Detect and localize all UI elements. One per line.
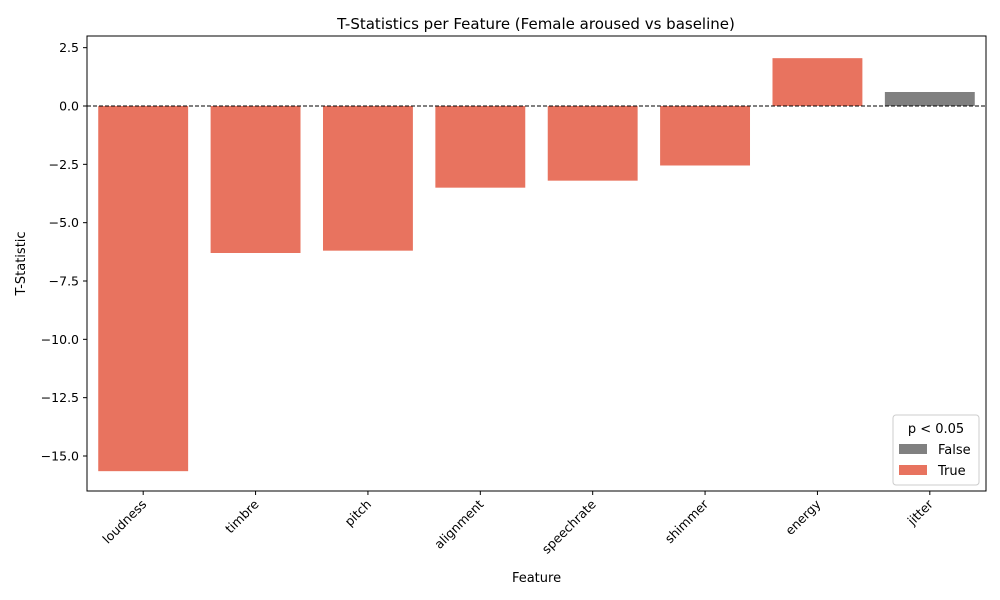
bar-alignment xyxy=(435,106,526,188)
x-tick-label: speechrate xyxy=(539,496,599,556)
legend-label-true: True xyxy=(937,464,966,479)
x-tick-label: timbre xyxy=(222,496,262,536)
x-tick-label: shimmer xyxy=(662,496,712,546)
y-tick-label: −12.5 xyxy=(41,390,79,405)
legend-title: p < 0.05 xyxy=(908,422,964,437)
x-tick-label: pitch xyxy=(341,497,374,530)
x-tick-label: loudness xyxy=(99,497,149,547)
bar-speechrate xyxy=(547,106,638,181)
bar-shimmer xyxy=(660,106,751,166)
x-tick-label: energy xyxy=(782,496,824,538)
bar-pitch xyxy=(322,106,413,251)
y-tick-label: 2.5 xyxy=(59,40,79,55)
x-tick-label: alignment xyxy=(431,496,486,551)
y-tick-label: −10.0 xyxy=(41,332,79,347)
legend-swatch-true xyxy=(899,465,927,475)
chart-title: T-Statistics per Feature (Female aroused… xyxy=(336,15,735,33)
legend-label-false: False xyxy=(938,443,971,458)
y-tick-label: 0.0 xyxy=(59,99,79,114)
bar-jitter xyxy=(884,92,975,106)
plot-frame xyxy=(86,35,987,492)
y-axis: 2.5 0.0 −2.5 −5.0 −7.5 −10.0 −12.5 −15.0 xyxy=(41,40,87,464)
bar-timbre xyxy=(210,106,301,253)
legend-swatch-false xyxy=(899,444,927,454)
y-tick-label: −5.0 xyxy=(49,215,79,230)
x-axis: loudness timbre pitch alignment speechrate sh… xyxy=(99,491,937,557)
x-tick-label: jitter xyxy=(904,496,937,529)
x-axis-label: Feature xyxy=(512,571,561,586)
y-tick-label: −15.0 xyxy=(41,449,79,464)
bars xyxy=(87,58,986,472)
y-tick-label: −2.5 xyxy=(49,157,79,172)
y-tick-label: −7.5 xyxy=(49,274,79,289)
y-axis-label: T-Statistic xyxy=(14,231,29,296)
bar-loudness xyxy=(98,106,189,472)
bar-energy xyxy=(772,58,863,106)
legend: p < 0.05 False True xyxy=(892,414,980,486)
